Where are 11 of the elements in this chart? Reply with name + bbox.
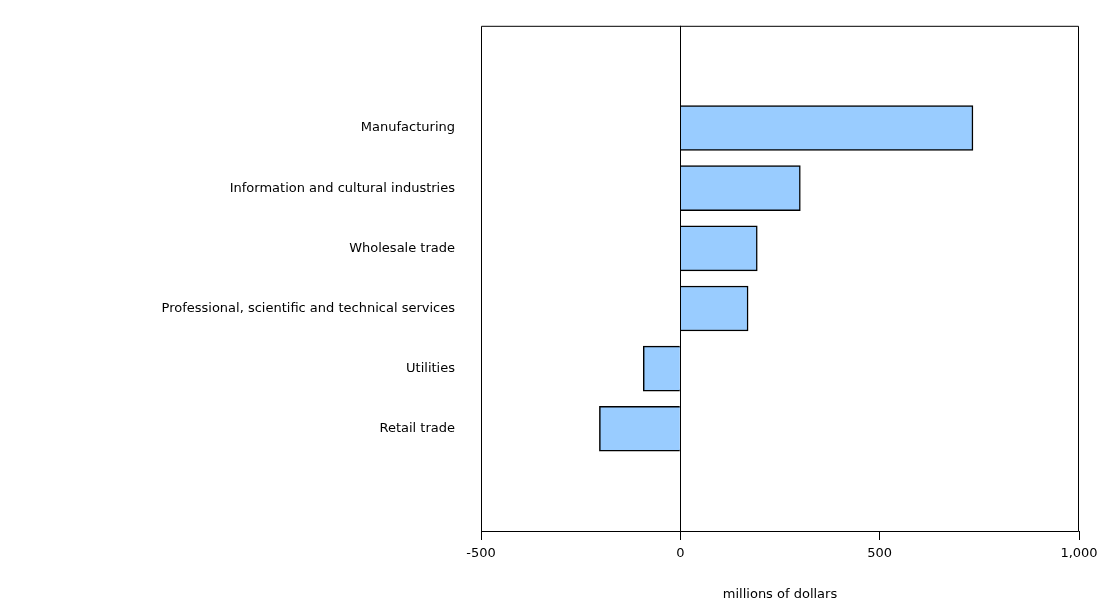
x-tick-label: 1,000 [1060,545,1098,561]
y-tick-label: Information and cultural industries [229,179,456,195]
y-tick-label: Wholesale trade [349,239,455,255]
x-axis-title: millions of dollars [722,585,838,601]
y-tick-label: Manufacturing [360,119,455,135]
x-tick-label: 500 [867,545,893,561]
x-tick-label: -500 [466,545,496,561]
x-tick-label: 0 [676,545,685,561]
y-tick-label: Utilities [406,359,456,375]
y-tick-label: Retail trade [379,420,455,436]
y-tick-label: Professional, scientific and technical services [161,299,456,315]
